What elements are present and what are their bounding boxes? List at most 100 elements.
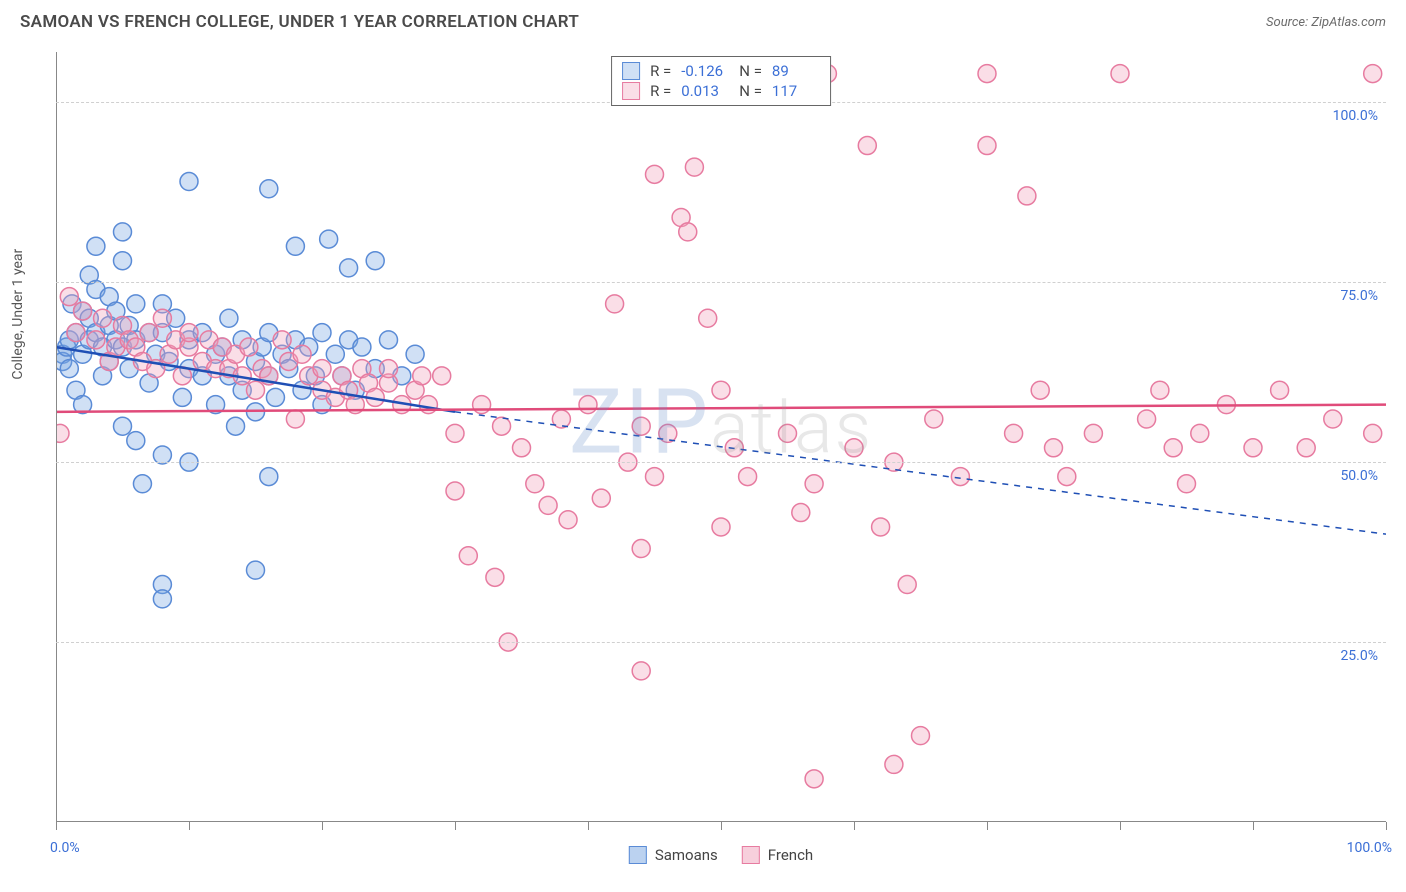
swatch-samoans-bottom	[629, 846, 647, 864]
data-point	[446, 482, 464, 500]
legend-n-value-samoans: 89	[772, 62, 820, 80]
source-text: Source: ZipAtlas.com	[1266, 15, 1386, 30]
data-point	[380, 331, 398, 349]
x-tick	[322, 822, 323, 830]
data-point	[247, 561, 265, 579]
data-point	[632, 417, 650, 435]
legend-row-samoans: R = -0.126 N = 89	[622, 61, 820, 81]
data-point	[180, 173, 198, 191]
data-point	[260, 180, 278, 198]
data-point	[539, 496, 557, 514]
data-point	[1111, 65, 1129, 83]
chart-title: SAMOAN VS FRENCH COLLEGE, UNDER 1 YEAR C…	[20, 12, 579, 32]
scatter-svg	[56, 52, 1386, 822]
data-point	[87, 237, 105, 255]
x-tick	[854, 822, 855, 830]
x-tick	[721, 822, 722, 830]
y-axis-label: College, Under 1 year	[10, 249, 26, 380]
legend-item-french: French	[742, 846, 813, 864]
x-tick	[1253, 822, 1254, 830]
data-point	[1364, 424, 1382, 442]
plot-area: 25.0%50.0%75.0%100.0% ZIPatlas R = -0.12…	[56, 52, 1386, 822]
data-point	[1031, 381, 1049, 399]
data-point	[1045, 439, 1063, 457]
data-point	[74, 302, 92, 320]
data-point	[978, 137, 996, 155]
data-point	[94, 309, 112, 327]
data-point	[898, 576, 916, 594]
data-point	[1297, 439, 1315, 457]
data-point	[127, 432, 145, 450]
data-point	[56, 424, 69, 442]
data-point	[951, 468, 969, 486]
grid-line	[56, 642, 1386, 643]
legend-n-label: N =	[739, 62, 762, 80]
data-point	[845, 439, 863, 457]
data-point	[60, 288, 78, 306]
data-point	[792, 504, 810, 522]
data-point	[313, 324, 331, 342]
data-point	[286, 410, 304, 428]
data-point	[1138, 410, 1156, 428]
data-point	[1151, 381, 1169, 399]
data-point	[1364, 65, 1382, 83]
data-point	[1324, 410, 1342, 428]
legend-n-label: N =	[739, 82, 762, 100]
data-point	[805, 770, 823, 788]
data-point	[153, 309, 171, 327]
y-tick-label: 50.0%	[1340, 468, 1378, 484]
grid-line	[56, 282, 1386, 283]
data-point	[685, 158, 703, 176]
data-point	[606, 295, 624, 313]
data-point	[978, 65, 996, 83]
data-point	[779, 424, 797, 442]
data-point	[1084, 424, 1102, 442]
data-point	[632, 540, 650, 558]
data-point	[646, 468, 664, 486]
legend-item-samoans: Samoans	[629, 846, 718, 864]
data-point	[1244, 439, 1262, 457]
data-point	[140, 324, 158, 342]
grid-line	[56, 462, 1386, 463]
chart-area: College, Under 1 year 25.0%50.0%75.0%100…	[56, 52, 1386, 822]
x-tick-0: 0.0%	[50, 840, 80, 856]
y-tick-label: 75.0%	[1340, 288, 1378, 304]
data-point	[260, 468, 278, 486]
x-tick	[1120, 822, 1121, 830]
swatch-french-bottom	[742, 846, 760, 864]
data-point	[885, 755, 903, 773]
legend-n-value-french: 117	[772, 82, 820, 100]
data-point	[925, 410, 943, 428]
data-point	[114, 223, 132, 241]
data-point	[366, 252, 384, 270]
data-point	[320, 230, 338, 248]
data-point	[133, 475, 151, 493]
data-point	[513, 439, 531, 457]
data-point	[413, 367, 431, 385]
data-point	[1018, 187, 1036, 205]
data-point	[1178, 475, 1196, 493]
data-point	[1058, 468, 1076, 486]
data-point	[220, 309, 238, 327]
data-point	[739, 468, 757, 486]
data-point	[1164, 439, 1182, 457]
x-tick-100: 100.0%	[1347, 840, 1392, 856]
x-tick	[1386, 822, 1387, 830]
legend-r-value-french: 0.013	[681, 82, 729, 100]
legend-r-value-samoans: -0.126	[681, 62, 729, 80]
data-point	[646, 165, 664, 183]
data-point	[227, 417, 245, 435]
data-point	[559, 511, 577, 529]
data-point	[240, 338, 258, 356]
data-point	[293, 345, 311, 363]
data-point	[1005, 424, 1023, 442]
data-point	[473, 396, 491, 414]
data-point	[679, 223, 697, 241]
data-point	[858, 137, 876, 155]
data-point	[313, 360, 331, 378]
correlation-legend: R = -0.126 N = 89 R = 0.013 N = 117	[611, 56, 831, 106]
x-tick	[455, 822, 456, 830]
data-point	[712, 381, 730, 399]
data-point	[699, 309, 717, 327]
data-point	[266, 388, 284, 406]
